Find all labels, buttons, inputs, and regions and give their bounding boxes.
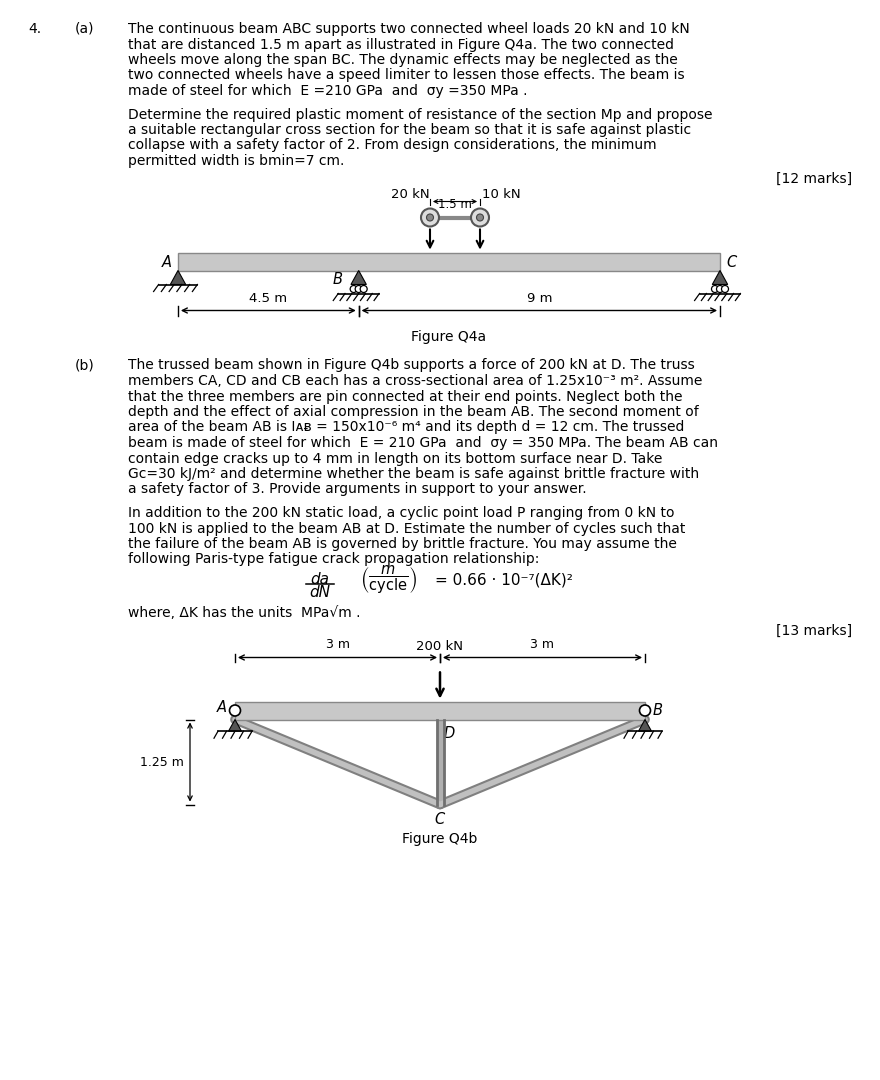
Text: permitted width is ​bmin​=7 cm.: permitted width is ​bmin​=7 cm.	[128, 154, 344, 168]
Text: 1.5 m: 1.5 m	[438, 199, 472, 212]
Circle shape	[230, 705, 240, 716]
Text: 3 m: 3 m	[531, 638, 554, 651]
Text: a safety factor of 3. Provide arguments in support to your answer.: a safety factor of 3. Provide arguments …	[128, 483, 587, 497]
Circle shape	[712, 285, 718, 293]
Text: A: A	[162, 255, 172, 270]
Text: that the three members are pin connected at their end points. Neglect both the: that the three members are pin connected…	[128, 390, 683, 404]
Text: (b): (b)	[75, 359, 95, 373]
Circle shape	[640, 705, 650, 716]
Polygon shape	[229, 719, 241, 731]
Text: B: B	[333, 272, 342, 287]
Text: [13 marks]: [13 marks]	[776, 623, 852, 637]
Text: 9 m: 9 m	[526, 292, 552, 305]
Text: C: C	[435, 811, 445, 826]
Text: 4.5 m: 4.5 m	[249, 292, 288, 305]
Text: $\left(\dfrac{m}{\rm cycle}\right)$: $\left(\dfrac{m}{\rm cycle}\right)$	[360, 564, 416, 596]
Circle shape	[476, 214, 483, 221]
Text: C: C	[726, 255, 737, 270]
Text: Gc=30 kJ/m² and determine whether the beam is safe against brittle fracture with: Gc=30 kJ/m² and determine whether the be…	[128, 467, 699, 481]
Text: collapse with a safety factor of 2. From design considerations, the minimum: collapse with a safety factor of 2. From…	[128, 138, 656, 152]
Circle shape	[722, 285, 729, 293]
Text: D: D	[444, 726, 455, 741]
Polygon shape	[712, 270, 728, 284]
Text: a suitable rectangular cross section for the beam so that it is safe against pla: a suitable rectangular cross section for…	[128, 123, 691, 137]
Circle shape	[716, 285, 723, 293]
Text: In addition to the 200 kN static load, a cyclic point load P ranging from 0 kN t: In addition to the 200 kN static load, a…	[128, 507, 674, 519]
Text: depth and the effect of axial compression in the beam AB. The second moment of: depth and the effect of axial compressio…	[128, 405, 699, 419]
Text: 4.: 4.	[28, 22, 41, 36]
Text: 1.25 m: 1.25 m	[140, 756, 184, 769]
Circle shape	[350, 285, 357, 293]
Text: beam is made of steel for which  E = 210 GPa  and  σy = 350 MPa. The beam AB can: beam is made of steel for which E = 210 …	[128, 436, 718, 450]
Text: following Paris-type fatigue crack propagation relationship:: following Paris-type fatigue crack propa…	[128, 553, 539, 567]
FancyBboxPatch shape	[235, 702, 645, 719]
Text: Determine the required plastic moment of resistance of the section ​Mp​ and prop: Determine the required plastic moment of…	[128, 108, 713, 121]
Polygon shape	[171, 270, 186, 284]
Text: members CA, CD and CB each has a cross-sectional area of 1.25x10⁻³ m². Assume: members CA, CD and CB each has a cross-s…	[128, 374, 702, 388]
FancyBboxPatch shape	[178, 253, 720, 270]
Text: 10 kN: 10 kN	[482, 188, 521, 201]
Text: The continuous beam ​ABC​ supports two connected wheel loads 20 kN and 10 kN: The continuous beam ​ABC​ supports two c…	[128, 22, 690, 36]
Text: = 0.66 · 10⁻⁷(ΔK)²: = 0.66 · 10⁻⁷(ΔK)²	[435, 572, 573, 588]
Text: that are distanced 1.5 m apart as illustrated in Figure Q4a. The two connected: that are distanced 1.5 m apart as illust…	[128, 38, 674, 52]
Text: Figure Q4a: Figure Q4a	[412, 330, 487, 345]
Polygon shape	[639, 719, 651, 731]
Text: the failure of the beam AB is governed by brittle fracture. You may assume the: the failure of the beam AB is governed b…	[128, 537, 677, 551]
Text: dN: dN	[310, 585, 331, 600]
Text: where, ΔK has the units  MPa√m .: where, ΔK has the units MPa√m .	[128, 606, 361, 620]
Text: A: A	[217, 700, 227, 715]
Text: wheels move along the span ​BC​. The dynamic effects may be neglected as the: wheels move along the span ​BC​. The dyn…	[128, 53, 678, 67]
Circle shape	[360, 285, 367, 293]
Text: 100 kN is applied to the beam AB at D. Estimate the number of cycles such that: 100 kN is applied to the beam AB at D. E…	[128, 522, 686, 536]
Text: contain edge cracks up to 4 mm in length on its bottom surface near D. Take: contain edge cracks up to 4 mm in length…	[128, 451, 663, 465]
Circle shape	[427, 214, 434, 221]
Text: Figure Q4b: Figure Q4b	[402, 833, 478, 847]
Circle shape	[356, 285, 363, 293]
Text: B: B	[653, 703, 663, 718]
Text: made of steel for which  E​​ =​210 GPa  and  σy​ =​350 MPa .: made of steel for which E​​ =​210 GPa an…	[128, 84, 527, 98]
Polygon shape	[351, 270, 366, 284]
Text: 200 kN: 200 kN	[416, 639, 464, 652]
Text: da: da	[311, 572, 329, 588]
Circle shape	[421, 208, 439, 227]
Text: (a): (a)	[75, 22, 94, 36]
Circle shape	[471, 208, 489, 227]
Text: area of the beam AB is Iᴀᴃ = 150x10⁻⁶ m⁴ and its depth d = 12 cm. The trussed: area of the beam AB is Iᴀᴃ = 150x10⁻⁶ m⁴…	[128, 420, 685, 434]
Text: The trussed beam shown in Figure Q4b supports a force of 200 kN at D. The truss: The trussed beam shown in Figure Q4b sup…	[128, 359, 694, 373]
Text: 3 m: 3 m	[326, 638, 349, 651]
Text: [12 marks]: [12 marks]	[776, 172, 852, 186]
Text: two connected wheels have a speed limiter to lessen those effects. The beam is: two connected wheels have a speed limite…	[128, 68, 685, 82]
Text: 20 kN: 20 kN	[392, 188, 430, 201]
